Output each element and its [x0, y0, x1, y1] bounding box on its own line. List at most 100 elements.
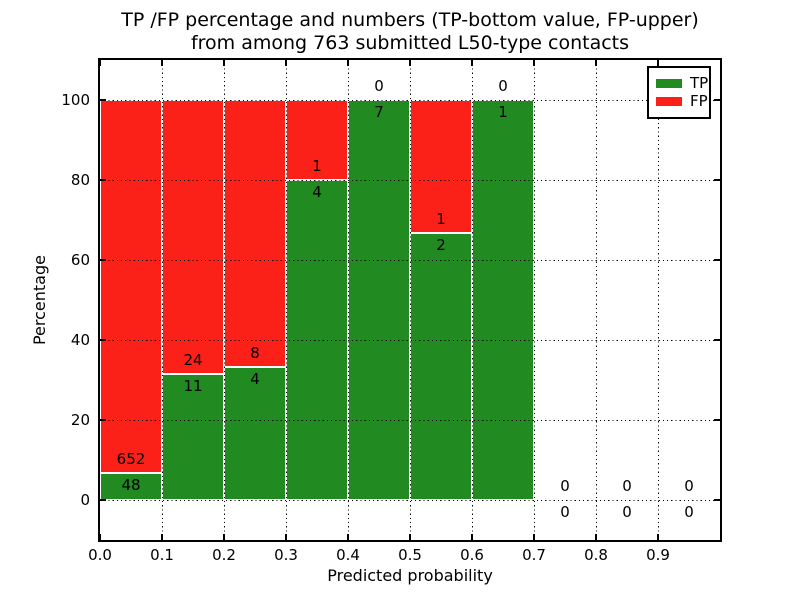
fp-count-label: 8	[250, 343, 260, 362]
y-tick-mark	[100, 99, 106, 101]
legend-entry: FP	[656, 93, 708, 110]
tp-count-label: 0	[560, 503, 570, 521]
y-tick-mark	[714, 419, 720, 421]
y-tick-label: 100	[61, 91, 90, 109]
legend-label: TP	[690, 74, 709, 92]
y-tick-mark	[714, 99, 720, 101]
tp-count-label: 11	[183, 377, 203, 396]
x-tick-mark	[657, 534, 659, 540]
tp-count-label: 0	[622, 503, 632, 521]
x-tick-mark	[285, 534, 287, 540]
x-tick-label: 0.1	[150, 546, 174, 564]
gridline-vertical	[161, 60, 163, 540]
x-tick-label: 0.7	[522, 546, 546, 564]
bar-segment-tp	[348, 100, 410, 500]
gridline-vertical	[223, 60, 225, 540]
chart-title: TP /FP percentage and numbers (TP-bottom…	[98, 9, 722, 55]
gridline-horizontal	[100, 419, 720, 421]
chart-title-line1: TP /FP percentage and numbers (TP-bottom…	[121, 9, 699, 31]
y-tick-mark	[100, 499, 106, 501]
legend-label: FP	[690, 92, 708, 110]
fp-count-label: 652	[116, 449, 146, 468]
x-tick-mark	[471, 534, 473, 540]
gridline-horizontal	[100, 179, 720, 181]
bar-segment-fp	[100, 100, 162, 473]
bar-segment-fp	[224, 100, 286, 367]
tp-count-label: 4	[312, 183, 322, 201]
bar-segment-fp	[410, 100, 472, 234]
gridline-vertical	[471, 60, 473, 540]
tp-count-label: 2	[436, 236, 446, 255]
gridline-vertical	[347, 60, 349, 540]
fp-count-label: 0	[374, 77, 384, 95]
gridline-horizontal	[100, 259, 720, 261]
x-tick-mark	[657, 60, 659, 66]
x-tick-mark	[99, 60, 101, 66]
gridline-vertical	[595, 60, 597, 540]
fp-count-label: 0	[498, 77, 508, 95]
bar-segment-fp	[286, 100, 348, 180]
fp-count-label: 1	[312, 157, 322, 175]
tp-count-label: 48	[121, 475, 141, 494]
x-tick-mark	[409, 60, 411, 66]
x-tick-label: 0.2	[212, 546, 236, 564]
x-tick-label: 0.3	[274, 546, 298, 564]
x-tick-label: 0.4	[336, 546, 360, 564]
tp-count-label: 1	[498, 103, 508, 121]
y-tick-label: 60	[70, 251, 90, 269]
bar-segment-tp	[224, 366, 286, 500]
bar-segment-tp	[100, 472, 162, 500]
y-tick-mark	[100, 419, 106, 421]
y-tick-label: 20	[70, 411, 90, 429]
x-tick-mark	[285, 60, 287, 66]
x-tick-mark	[223, 534, 225, 540]
y-tick-label: 80	[70, 171, 90, 189]
gridline-horizontal	[100, 99, 720, 101]
bar-segment-tp	[410, 233, 472, 500]
y-tick-mark	[100, 259, 106, 261]
legend-entry: TP	[656, 75, 708, 92]
gridline-horizontal	[100, 339, 720, 341]
x-tick-mark	[409, 534, 411, 540]
x-tick-label: 0.9	[646, 546, 670, 564]
bar-segment-fp	[162, 100, 224, 375]
x-tick-mark	[533, 534, 535, 540]
x-tick-mark	[533, 60, 535, 66]
x-tick-label: 0.8	[584, 546, 608, 564]
x-tick-label: 0.5	[398, 546, 422, 564]
gridline-vertical	[285, 60, 287, 540]
tp-count-label: 0	[684, 503, 694, 521]
legend: TP FP	[647, 66, 711, 119]
bar-segment-tp	[162, 374, 224, 500]
x-tick-mark	[161, 534, 163, 540]
x-tick-mark	[99, 534, 101, 540]
x-tick-mark	[595, 60, 597, 66]
fp-count-label: 24	[183, 351, 203, 370]
chart-title-line2: from among 763 submitted L50-type contac…	[190, 32, 630, 54]
y-tick-mark	[100, 339, 106, 341]
gridline-horizontal	[100, 499, 720, 501]
y-tick-mark	[100, 179, 106, 181]
y-tick-label: 0	[80, 491, 90, 509]
x-tick-mark	[347, 534, 349, 540]
tp-count-label: 7	[374, 103, 384, 121]
fp-count-label: 1	[436, 210, 446, 229]
fp-count-label: 0	[622, 477, 632, 495]
y-tick-mark	[714, 339, 720, 341]
y-tick-mark	[714, 259, 720, 261]
x-tick-label: 0.6	[460, 546, 484, 564]
gridline-vertical	[657, 60, 659, 540]
y-axis-label: Percentage	[30, 255, 49, 346]
fp-count-label: 0	[684, 477, 694, 495]
plot-area: Predicted probability Percentage TP FP 65…	[30, 58, 722, 585]
x-tick-mark	[471, 60, 473, 66]
y-tick-mark	[714, 179, 720, 181]
y-tick-label: 40	[70, 331, 90, 349]
tp-count-label: 4	[250, 369, 260, 388]
x-tick-label: 0.0	[88, 546, 112, 564]
fp-count-label: 0	[560, 477, 570, 495]
x-axis-label: Predicted probability	[327, 566, 493, 585]
gridline-vertical	[533, 60, 535, 540]
x-tick-mark	[161, 60, 163, 66]
